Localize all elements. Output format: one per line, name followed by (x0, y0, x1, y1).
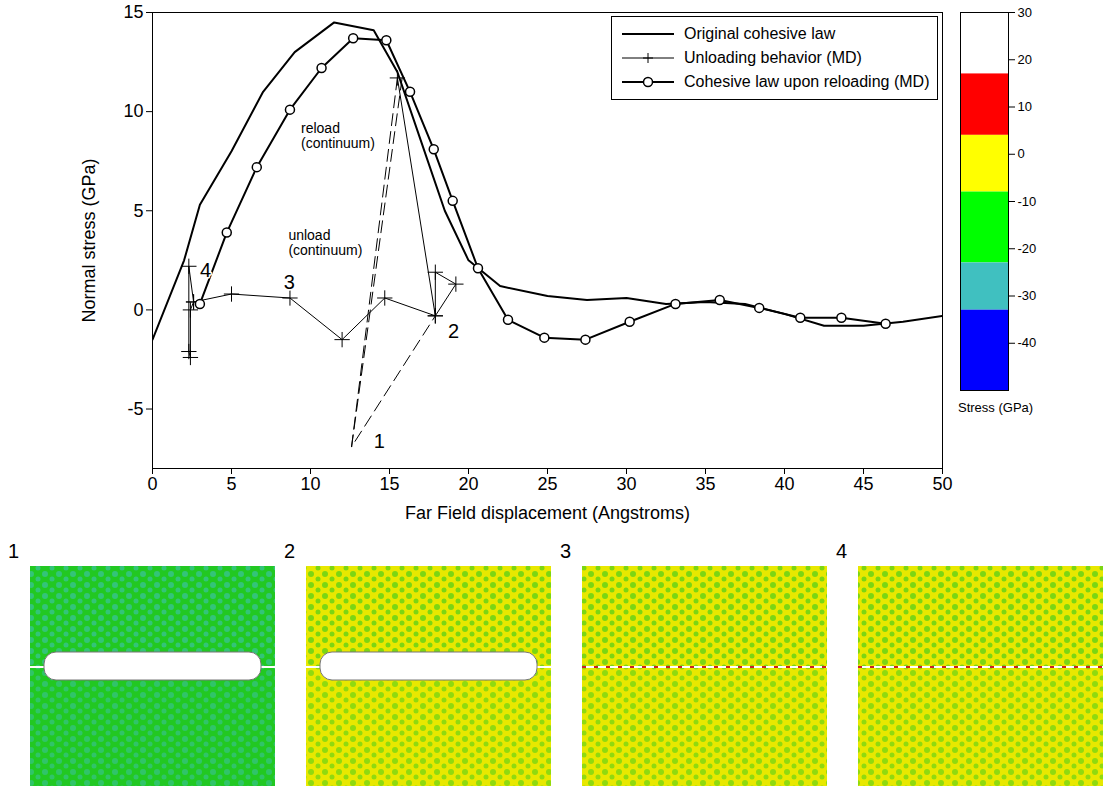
html-text:Original cohesive law: Original cohesive law (684, 25, 836, 42)
svg-text:0: 0 (133, 300, 143, 320)
svg-text:10: 10 (123, 101, 143, 121)
html-text:Stress (GPa): Stress (GPa) (958, 400, 1034, 415)
svg-text:-30: -30 (1018, 288, 1037, 303)
svg-text:4: 4 (836, 540, 847, 562)
svg-text:10: 10 (300, 474, 320, 494)
svg-text:5: 5 (226, 474, 236, 494)
svg-text:2: 2 (284, 540, 295, 562)
svg-text:0: 0 (1018, 146, 1025, 161)
svg-text:35: 35 (695, 474, 715, 494)
svg-text:45: 45 (853, 474, 873, 494)
svg-text:15: 15 (379, 474, 399, 494)
svg-text:unload(continuum): unload(continuum) (288, 227, 362, 258)
svg-text:20: 20 (1018, 52, 1032, 67)
svg-text:4: 4 (200, 259, 211, 281)
svg-text:2: 2 (448, 320, 459, 342)
svg-text:20: 20 (458, 474, 478, 494)
svg-text:30: 30 (616, 474, 636, 494)
svg-text:15: 15 (123, 2, 143, 22)
svg-text:-40: -40 (1018, 335, 1037, 350)
svg-text:-10: -10 (1018, 194, 1037, 209)
svg-text:3: 3 (284, 271, 295, 293)
svg-text:25: 25 (537, 474, 557, 494)
svg-text:10: 10 (1018, 99, 1032, 114)
svg-text:Normal stress (GPa): Normal stress (GPa) (79, 158, 99, 322)
svg-text:-20: -20 (1018, 241, 1037, 256)
svg-text:40: 40 (774, 474, 794, 494)
svg-text:3: 3 (560, 540, 571, 562)
html-text:Cohesive law upon reloading (M: Cohesive law upon reloading (MD) (684, 73, 930, 90)
svg-text:1: 1 (374, 430, 385, 452)
svg-text:Far Field displacement (Angstr: Far Field displacement (Angstroms) (405, 503, 690, 523)
html-text:Unloading behavior (MD): Unloading behavior (MD) (684, 49, 862, 66)
svg-text:0: 0 (147, 474, 157, 494)
svg-text:50: 50 (932, 474, 952, 494)
svg-text:1: 1 (8, 540, 19, 562)
svg-text:30: 30 (1018, 5, 1032, 20)
svg-text:5: 5 (133, 201, 143, 221)
svg-text:reload(continuum): reload(continuum) (301, 120, 375, 151)
svg-text:-5: -5 (127, 399, 143, 419)
